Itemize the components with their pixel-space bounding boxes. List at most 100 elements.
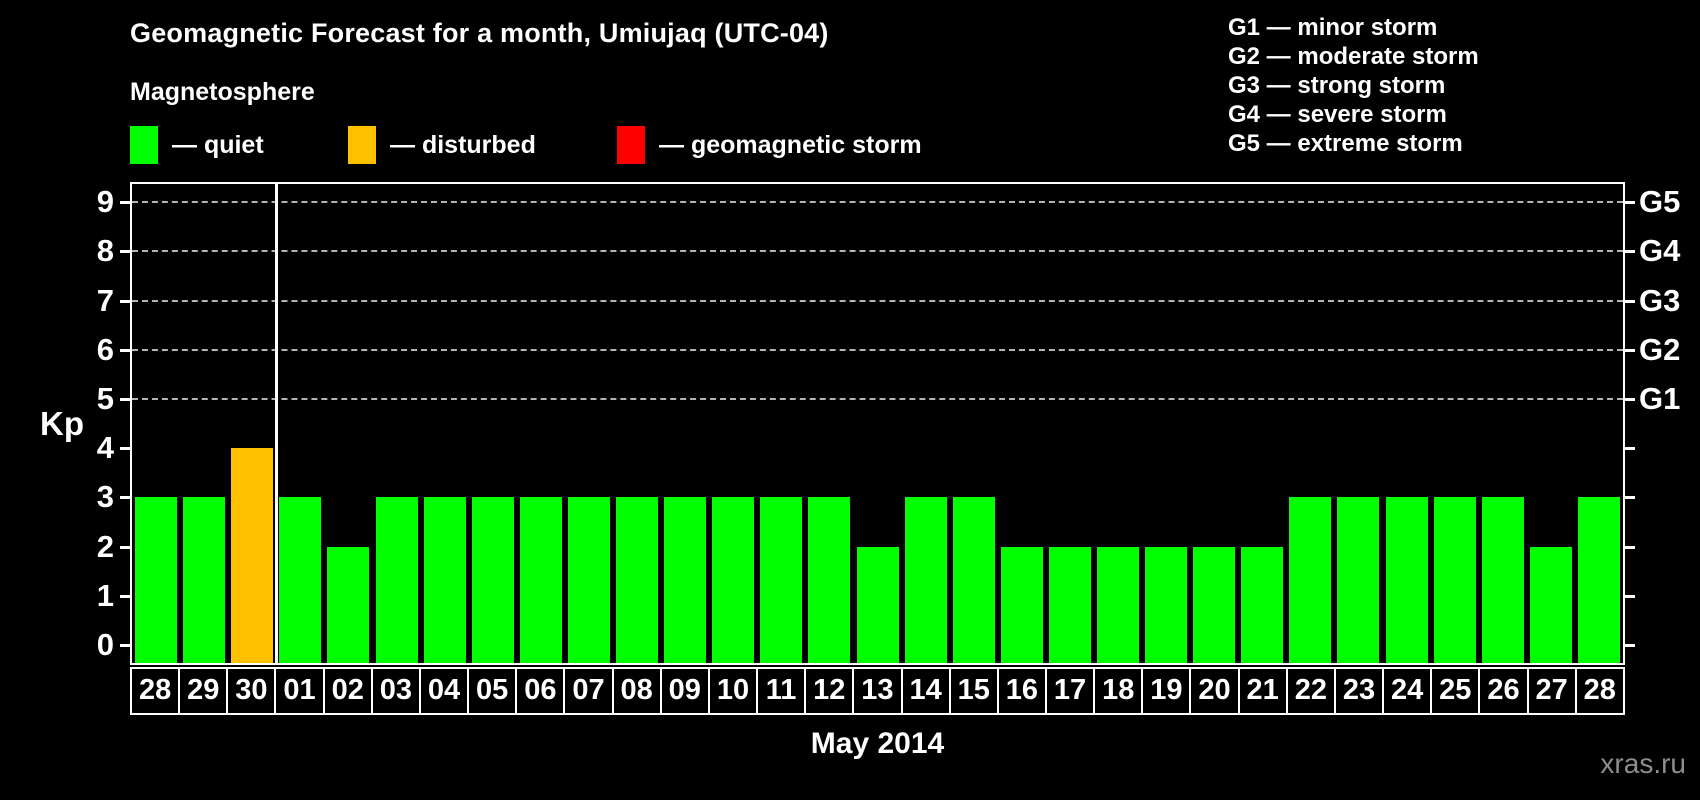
- right-axis-tick: [1625, 496, 1635, 500]
- right-axis-tick: [1625, 201, 1635, 205]
- plot-area: 0 1 2 3 4 5 6 7 8 9 G1 G2 G3 G4 G5: [97, 182, 1680, 665]
- y-axis-tick: [120, 447, 130, 451]
- forecast-bar: [1337, 497, 1380, 663]
- day-label: 05: [468, 668, 517, 714]
- month-boundary-line: [274, 184, 278, 663]
- forecast-bar: [471, 497, 514, 663]
- day-label: 19: [1142, 668, 1191, 714]
- forecast-bar: [616, 497, 659, 663]
- day-label: 15: [949, 668, 998, 714]
- forecast-bar: [1481, 497, 1524, 663]
- day-label: 18: [1094, 668, 1143, 714]
- day-label: 03: [371, 668, 420, 714]
- forecast-bar: [664, 497, 707, 663]
- day-label: 22: [1286, 668, 1335, 714]
- day-label: 10: [708, 668, 758, 714]
- day-label: 17: [1045, 668, 1095, 714]
- y-axis-tick-label: 3: [96, 479, 114, 515]
- forecast-bar: [1048, 546, 1091, 663]
- gridline-kp6: [132, 348, 1623, 351]
- forecast-bar: [712, 497, 755, 663]
- forecast-bar: [1289, 497, 1332, 663]
- gridline-kp7: [132, 299, 1623, 302]
- y-axis-tick: [120, 496, 130, 500]
- day-label: 14: [901, 668, 950, 714]
- forecast-bar: [808, 497, 851, 663]
- y-axis-tick-label: 8: [96, 233, 114, 269]
- day-label: 04: [419, 668, 469, 714]
- right-axis-tick: [1625, 348, 1635, 352]
- forecast-bar: [327, 546, 370, 663]
- y-axis-tick-label: 6: [96, 331, 114, 367]
- legend-item-disturbed: — disturbed: [348, 124, 536, 166]
- forecast-bar: [1096, 546, 1139, 663]
- g-scale-item: G2 — moderate storm: [1228, 43, 1479, 70]
- y-axis-tick-label: 7: [96, 282, 114, 318]
- y-axis-tick: [120, 348, 130, 352]
- storm-color-swatch: [617, 126, 645, 164]
- day-label: 30: [227, 668, 276, 714]
- day-label: 29: [179, 668, 228, 714]
- day-label: 11: [757, 668, 806, 714]
- y-axis-tick: [120, 299, 130, 303]
- forecast-bar: [1241, 546, 1284, 663]
- right-axis-tick: [1625, 398, 1635, 401]
- gridline-kp5: [132, 398, 1623, 400]
- forecast-bar: [904, 497, 947, 663]
- day-label: 12: [805, 668, 854, 714]
- day-label: 02: [323, 668, 372, 714]
- forecast-bar: [231, 448, 274, 663]
- gridline-kp9: [132, 201, 1623, 204]
- forecast-bar: [279, 497, 322, 663]
- forecast-bar: [1385, 497, 1428, 663]
- forecast-bar: [856, 546, 899, 663]
- right-axis-label-g3: G3: [1639, 282, 1681, 318]
- g-scale-item: G4 — severe storm: [1228, 101, 1447, 128]
- legend-label-disturbed: — disturbed: [390, 130, 536, 159]
- forecast-bar: [423, 497, 466, 663]
- legend-item-quiet: — quiet: [130, 124, 264, 166]
- day-label: 26: [1479, 668, 1528, 714]
- day-label: 06: [516, 668, 565, 714]
- forecast-bar: [1000, 546, 1043, 663]
- y-axis-tick-label: 0: [96, 627, 114, 662]
- forecast-bar: [135, 497, 178, 663]
- watermark: xras.ru: [1600, 748, 1686, 779]
- y-axis-title: Kp: [40, 405, 84, 442]
- forecast-bar: [519, 497, 562, 663]
- right-axis-tick: [1625, 447, 1635, 451]
- y-axis-tick: [120, 250, 130, 254]
- day-label: 20: [1190, 668, 1239, 714]
- legend-item-storm: — geomagnetic storm: [617, 124, 922, 166]
- day-label: 28: [131, 668, 180, 714]
- day-label: 07: [564, 668, 613, 714]
- forecast-bar: [760, 497, 803, 663]
- disturbed-color-swatch: [348, 126, 376, 164]
- g-scale-item: G1 — minor storm: [1228, 14, 1438, 41]
- y-axis-tick-label: 5: [96, 381, 114, 416]
- day-label: 24: [1383, 668, 1432, 714]
- day-label: 27: [1527, 668, 1576, 714]
- day-label: 23: [1334, 668, 1384, 714]
- day-label: 16: [997, 668, 1046, 714]
- day-axis-row: 28 29 30 01 02 03 04 05 06 07 08 09 10 11 12 13 14 15 16 17…: [130, 667, 1625, 715]
- right-axis-tick: [1625, 594, 1635, 598]
- magnetosphere-label: Magnetosphere: [130, 78, 315, 106]
- day-label: 08: [612, 668, 661, 714]
- forecast-bar: [567, 497, 610, 663]
- day-label: 21: [1238, 668, 1287, 714]
- y-axis-tick: [120, 545, 130, 549]
- forecast-bar: [183, 497, 226, 663]
- day-label: 09: [660, 668, 709, 714]
- right-axis-label-g1: G1: [1639, 381, 1681, 416]
- gridline-kp8: [132, 250, 1623, 253]
- right-axis-tick: [1625, 299, 1635, 303]
- y-axis-tick: [120, 594, 130, 598]
- y-axis-tick-label: 2: [96, 528, 114, 564]
- day-label: 28: [1575, 668, 1624, 714]
- magnetosphere-legend: — quiet — disturbed — geomagnetic storm: [0, 124, 1100, 168]
- right-axis-tick: [1625, 545, 1635, 549]
- forecast-bar: [952, 497, 995, 663]
- day-label: 01: [275, 668, 324, 714]
